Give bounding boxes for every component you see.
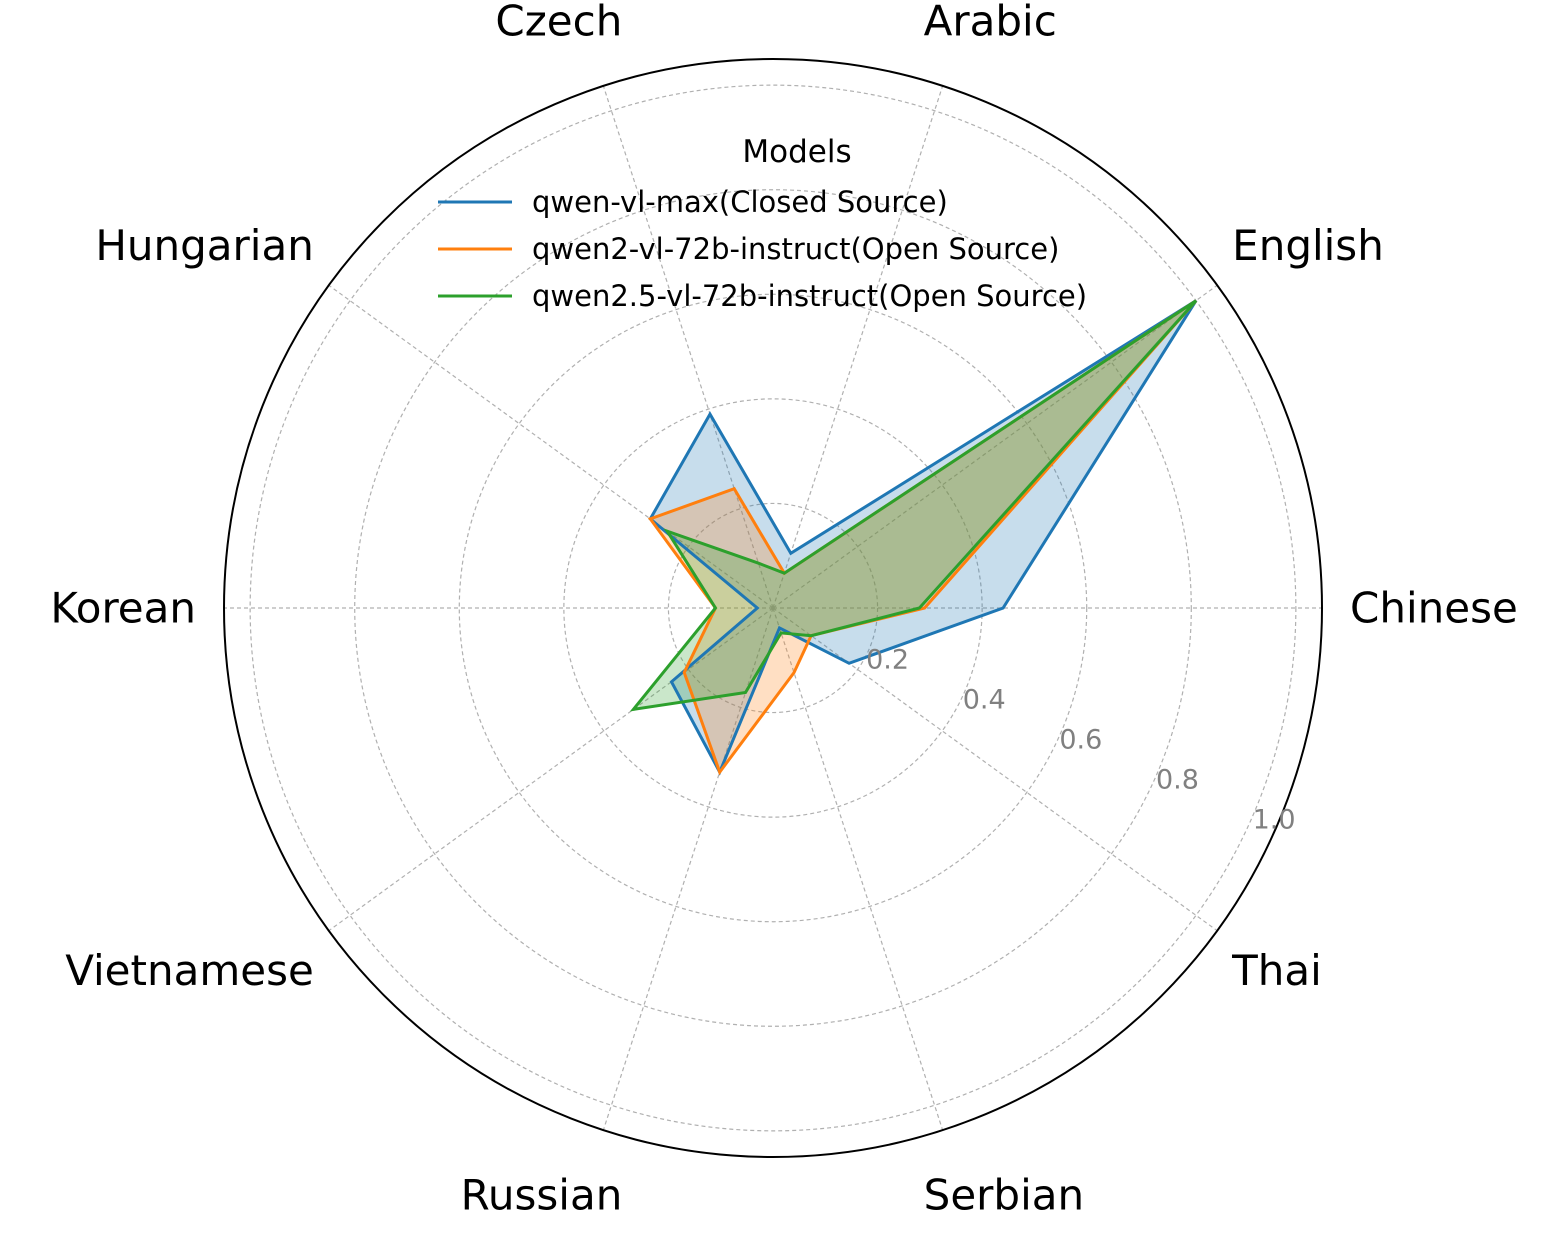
r-tick-label-1: 0.4 xyxy=(963,685,1006,716)
r-tick-label-2: 0.6 xyxy=(1059,725,1102,756)
legend-label-2: qwen2.5-vl-72b-instruct(Open Source) xyxy=(532,279,1087,313)
series-fill-1 xyxy=(650,300,1196,773)
category-label-korean: Korean xyxy=(50,584,196,633)
category-label-thai: Thai xyxy=(1231,946,1322,995)
spoke-vietnamese xyxy=(328,607,774,932)
category-label-english: English xyxy=(1232,221,1384,270)
r-tick-label-4: 1.0 xyxy=(1253,805,1296,836)
spoke-arabic xyxy=(772,85,944,609)
grid-ring-0 xyxy=(667,502,879,714)
category-label-chinese: Chinese xyxy=(1350,584,1518,633)
series-line-0 xyxy=(648,299,1198,776)
grid-ring-1 xyxy=(563,398,983,818)
spoke-hungarian xyxy=(328,284,774,609)
legend-label-1: qwen2-vl-72b-instruct(Open Source) xyxy=(532,232,1059,266)
legend-label-0: qwen-vl-max(Closed Source) xyxy=(532,185,948,219)
outer-ring xyxy=(223,58,1323,1158)
grid-ring-4 xyxy=(249,84,1297,1132)
series-fill-2 xyxy=(633,300,1196,710)
r-tick-label-3: 0.8 xyxy=(1156,765,1199,796)
series-layer xyxy=(629,299,1198,776)
radial-tick-labels: 0.2 0.4 0.6 0.8 1.0 xyxy=(866,645,1295,836)
legend: Models qwen-vl-max(Closed Source) qwen2-vl… xyxy=(438,134,1087,313)
category-label-arabic: Arabic xyxy=(924,0,1057,46)
category-label-vietnamese: Vietnamese xyxy=(65,946,314,995)
category-label-czech: Czech xyxy=(495,0,622,46)
spoke-english xyxy=(772,284,1218,609)
r-tick-label-0: 0.2 xyxy=(866,645,909,676)
category-label-serbian: Serbian xyxy=(924,1170,1084,1219)
spoke-russian xyxy=(602,607,774,1131)
series-fill-0 xyxy=(650,300,1196,773)
series-line-2 xyxy=(629,299,1198,712)
grid-ring-2 xyxy=(458,293,1088,923)
grid xyxy=(223,58,1323,1158)
category-label-russian: Russian xyxy=(461,1170,623,1219)
grid-ring-3 xyxy=(354,189,1192,1027)
category-label-hungarian: Hungarian xyxy=(95,221,314,270)
spoke-serbian xyxy=(772,607,944,1131)
spoke-czech xyxy=(602,85,774,609)
category-labels: Chinese English Arabic Czech Hungarian Korean… xyxy=(50,0,1517,1219)
legend-title: Models xyxy=(742,134,851,170)
